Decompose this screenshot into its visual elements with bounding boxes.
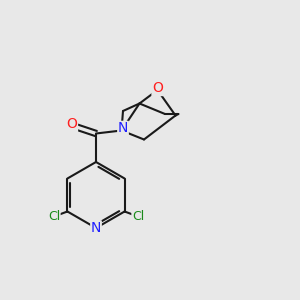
Text: N: N <box>91 221 101 235</box>
Text: Cl: Cl <box>48 209 60 223</box>
Text: O: O <box>67 118 77 131</box>
Text: Cl: Cl <box>132 209 144 223</box>
Text: O: O <box>152 82 163 95</box>
Text: N: N <box>118 122 128 135</box>
